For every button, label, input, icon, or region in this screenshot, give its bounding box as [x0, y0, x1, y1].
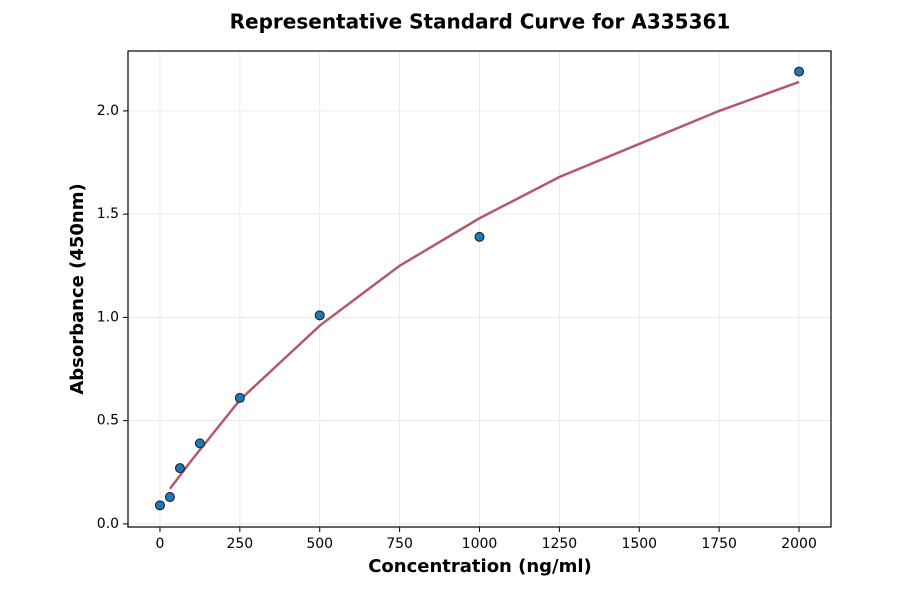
y-tick-label: 2.0 [97, 103, 119, 119]
x-tick-label: 500 [306, 536, 333, 552]
data-point [314, 310, 325, 321]
data-point [154, 500, 165, 511]
y-tick-label: 0.5 [97, 413, 119, 429]
data-point [164, 492, 175, 503]
x-tick-label: 250 [226, 536, 253, 552]
x-tick-label: 1250 [542, 536, 578, 552]
chart-title: Representative Standard Curve for A33536… [230, 10, 731, 34]
y-tick-label: 1.0 [97, 309, 119, 325]
y-tick-label: 0.0 [97, 516, 119, 532]
fit-curve [168, 80, 800, 490]
data-point [194, 438, 205, 449]
x-tick-label: 0 [155, 536, 164, 552]
data-point [474, 231, 485, 242]
y-tick-label: 1.5 [97, 206, 119, 222]
x-tick-label: 2000 [781, 536, 817, 552]
y-axis-label: Absorbance (450nm) [67, 183, 88, 394]
x-axis-label: Concentration (ng/ml) [368, 556, 592, 577]
x-tick-label: 1500 [621, 536, 657, 552]
data-point [174, 463, 185, 474]
x-tick-label: 1000 [462, 536, 498, 552]
data-point [234, 392, 245, 403]
data-point [794, 66, 805, 77]
x-tick-label: 1750 [701, 536, 737, 552]
plot-frame [127, 50, 832, 528]
x-tick-label: 750 [386, 536, 413, 552]
